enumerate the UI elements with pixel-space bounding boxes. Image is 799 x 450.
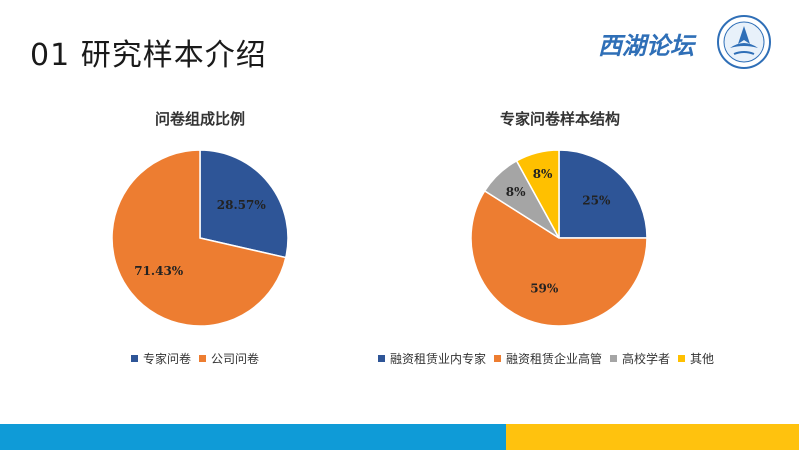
pie-composition-slice-0: [199, 149, 289, 259]
chart-title-expert-structure: 专家问卷样本结构: [499, 110, 620, 128]
legend-label-scholars: 高校学者: [622, 352, 671, 366]
legend-item-company: 公司问卷: [199, 350, 259, 367]
legend-item-executives: 融资租赁企业高管: [494, 350, 602, 367]
forum-logo-icon: [717, 15, 771, 69]
pie-expert-data-label-1: 59%: [530, 282, 559, 296]
pie-chart-composition: 28.57% 71.43%: [111, 149, 289, 327]
pie-expert-slice-0: [558, 149, 648, 239]
pie-expert-data-label-3: 8%: [533, 167, 553, 181]
pie-expert-slice-3: [515, 149, 560, 239]
pie-expert-data-label-2: 8%: [506, 185, 526, 199]
pie-composition-data-label-0: 28.57%: [217, 198, 267, 212]
legend-item-scholars: 高校学者: [610, 350, 670, 367]
pie-expert-data-label-0: 25%: [582, 194, 611, 208]
pie-expert-slice-1: [470, 189, 648, 327]
legend-swatch-company: [199, 355, 207, 362]
legend-label-company: 公司问卷: [211, 352, 260, 366]
legend-label-industry-experts: 融资租赁业内专家: [390, 352, 487, 366]
legend-label-expert: 专家问卷: [143, 352, 192, 366]
legend-composition: 专家问卷 公司问卷: [131, 350, 267, 367]
legend-swatch-expert: [131, 355, 138, 362]
legend-item-industry-experts: 融资租赁业内专家: [378, 350, 486, 367]
chart-title-composition: 问卷组成比例: [154, 110, 245, 128]
pie-chart-expert-structure: 25% 59% 8% 8%: [470, 149, 648, 327]
legend-item-expert: 专家问卷: [131, 350, 191, 367]
pie-composition-slice-1: [111, 149, 287, 327]
legend-item-other: 其他: [678, 350, 714, 367]
pie-composition-data-label-1: 71.43%: [134, 264, 184, 278]
legend-expert-structure: 融资租赁业内专家 融资租赁企业高管 高校学者 其他: [378, 350, 722, 367]
footer-bar-blue: [0, 424, 506, 450]
legend-label-other: 其他: [690, 352, 715, 366]
legend-swatch-industry-experts: [378, 355, 385, 362]
legend-swatch-other: [678, 355, 686, 362]
legend-swatch-scholars: [610, 355, 618, 362]
legend-label-executives: 融资租赁企业高管: [506, 352, 603, 366]
brand-text: 西湖论坛: [598, 31, 694, 60]
slide-title: 01 研究样本介绍: [30, 38, 267, 73]
footer-bar-yellow: [506, 424, 799, 450]
legend-swatch-executives: [494, 355, 502, 362]
